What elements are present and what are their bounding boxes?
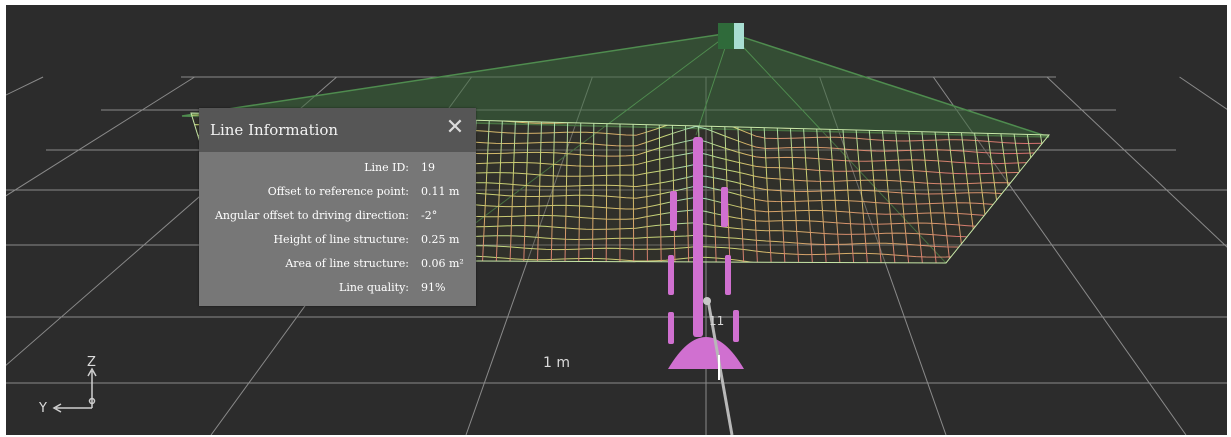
vehicle-marker (668, 337, 744, 369)
info-row: Offset to reference point: 0.11 m (199, 185, 476, 205)
info-row-label: Offset to reference point: (267, 185, 409, 198)
info-row-label: Height of line structure: (273, 233, 409, 246)
camera-lens-icon (734, 23, 744, 49)
info-row-label: Angular offset to driving direction: (214, 209, 409, 222)
line-information-panel[interactable]: Line Information ✕ Line ID: 19 Offset to r… (199, 108, 476, 306)
info-row-value: 91% (421, 281, 446, 294)
axis-gizmo (52, 367, 97, 413)
axis-z-label: Z (87, 355, 96, 370)
3d-viewport[interactable]: 11 1 m Z Y Line Information ✕ Line ID: 19… (6, 5, 1227, 435)
camera-icon (718, 23, 736, 49)
info-row: Line ID: 19 (199, 161, 476, 181)
info-row: Line quality: 91% (199, 281, 476, 301)
axis-y-label: Y (38, 401, 47, 416)
info-row-value: 0.11 m (421, 185, 460, 198)
reference-point (703, 297, 711, 305)
info-row-label: Line ID: (364, 161, 409, 174)
info-row-value: 19 (421, 161, 435, 174)
info-row: Angular offset to driving direction: -2° (199, 209, 476, 229)
panel-header: Line Information ✕ (199, 108, 476, 152)
scene-canvas[interactable]: 11 1 m Z Y (6, 5, 1227, 435)
info-row-value: -2° (421, 209, 438, 222)
info-row-label: Line quality: (339, 281, 409, 294)
info-row: Height of line structure: 0.25 m (199, 233, 476, 253)
line-structure (668, 137, 744, 369)
info-row-value: 0.25 m (421, 233, 460, 246)
info-row-value: 0.06 m² (421, 257, 464, 270)
info-row-label: Area of line structure: (285, 257, 409, 270)
panel-title: Line Information (210, 121, 339, 139)
info-row: Area of line structure: 0.06 m² (199, 257, 476, 277)
marker-label: 11 (709, 314, 724, 328)
close-icon[interactable]: ✕ (445, 115, 465, 140)
scale-label: 1 m (543, 355, 570, 371)
